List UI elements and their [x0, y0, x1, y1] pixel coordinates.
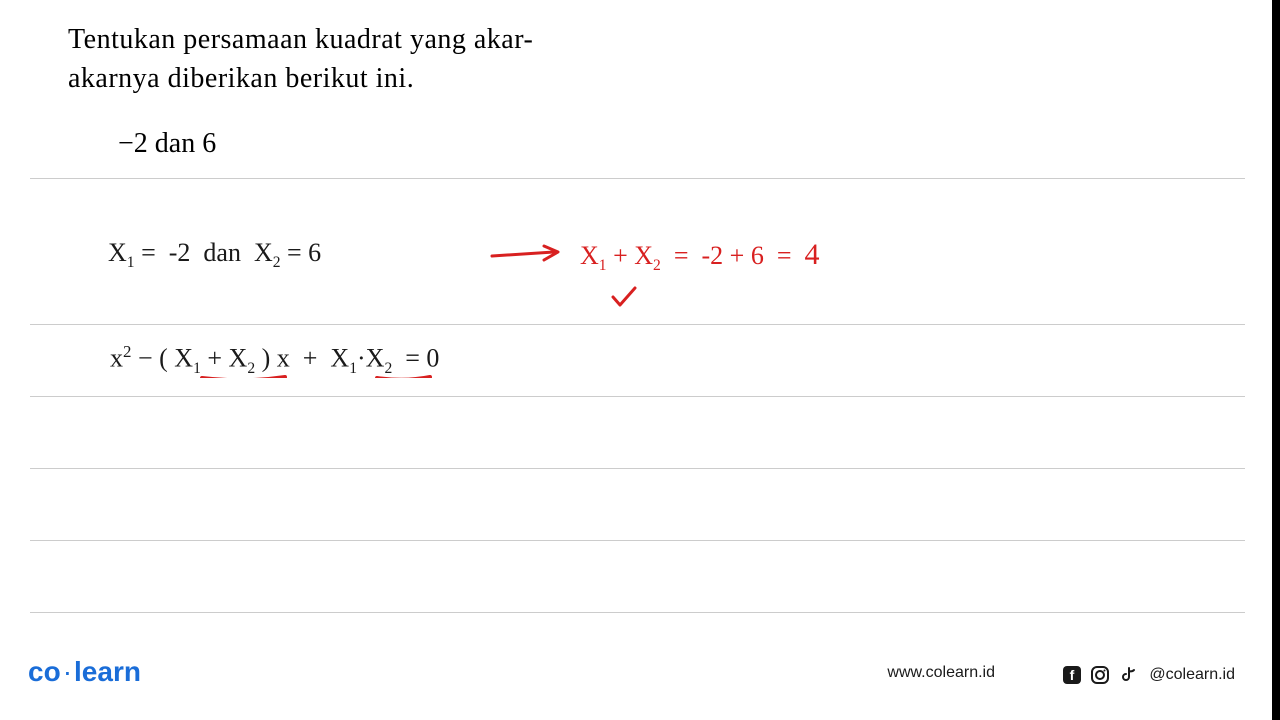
social-links: f @colearn.id	[1061, 664, 1235, 686]
problem-line2: akarnya diberikan berikut ini.	[68, 63, 414, 94]
underline-red-2	[375, 374, 435, 378]
arrow-icon	[490, 244, 570, 268]
logo-dot: ·	[63, 656, 72, 687]
problem-line1: Tentukan persamaan kuadrat yang akar-	[68, 24, 533, 55]
website-url: www.colearn.id	[887, 664, 995, 682]
logo: co·learn	[28, 656, 141, 688]
handwriting-step1-red: X1 + X2 = -2 + 6 = 4	[580, 238, 819, 275]
rule-line	[30, 324, 1245, 325]
problem-statement: Tentukan persamaan kuadrat yang akar- ak…	[68, 20, 668, 98]
rule-line	[30, 178, 1245, 179]
problem-values: −2 dan 6	[118, 128, 216, 160]
logo-co: co	[28, 656, 61, 687]
footer: co·learn www.colearn.id f	[0, 650, 1265, 700]
rule-line	[30, 468, 1245, 469]
tiktok-icon	[1117, 664, 1139, 686]
facebook-icon: f	[1061, 664, 1083, 686]
page: Tentukan persamaan kuadrat yang akar- ak…	[0, 0, 1280, 720]
rule-line	[30, 612, 1245, 613]
handwriting-step1-black: X1 = -2 dan X2 = 6	[108, 238, 321, 272]
logo-learn: learn	[74, 656, 141, 687]
handwriting-step2-black: x2 − ( X1 + X2 ) x + X1·X2 = 0	[110, 342, 439, 378]
svg-text:f: f	[1070, 667, 1075, 683]
rule-line	[30, 396, 1245, 397]
checkmark-icon	[610, 285, 640, 309]
social-handle: @colearn.id	[1149, 666, 1235, 684]
underline-red-1	[200, 374, 290, 378]
rule-line	[30, 540, 1245, 541]
instagram-icon	[1089, 664, 1111, 686]
right-border	[1272, 0, 1280, 720]
